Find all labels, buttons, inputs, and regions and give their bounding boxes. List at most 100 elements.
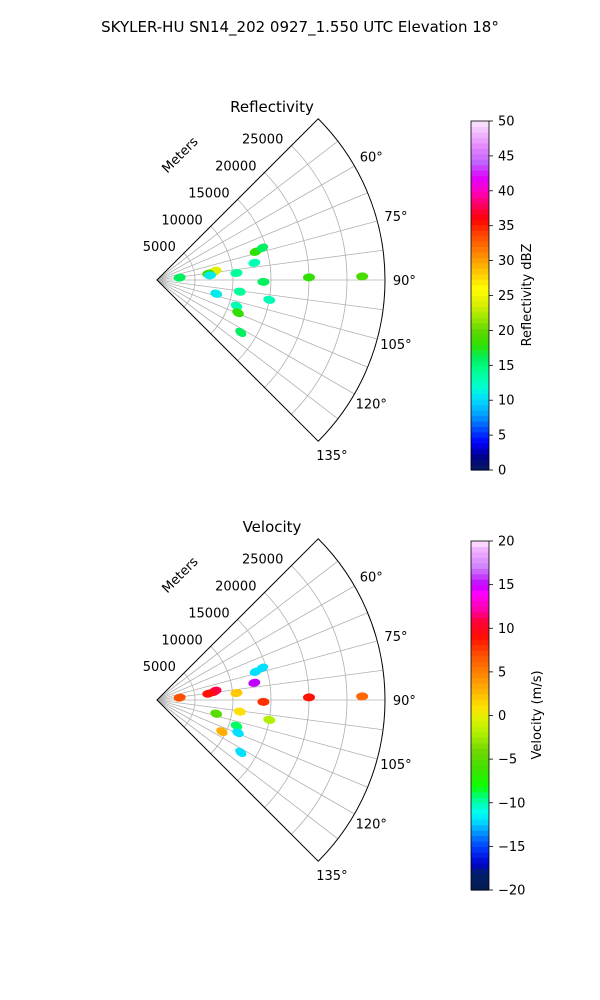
- colorbar-segment: [471, 639, 489, 646]
- colorbar-tick-label: 20: [498, 324, 515, 339]
- colorbar-segment: [471, 606, 489, 613]
- azimuth-tick-label: 105°: [380, 758, 411, 773]
- data-cell: [210, 289, 223, 298]
- colorbar-segment: [471, 153, 489, 160]
- velocity-colorbar-label: Velocity (m/s): [530, 670, 545, 759]
- colorbar-segment: [471, 710, 489, 717]
- colorbar-tick-label: 5: [498, 665, 506, 680]
- colorbar-segment: [471, 360, 489, 367]
- colorbar-segment: [471, 328, 489, 335]
- range-tick-label: 10000: [161, 633, 202, 648]
- azimuth-gridline: [156, 585, 355, 701]
- colorbar-segment: [471, 726, 489, 733]
- velocity-title: Velocity: [243, 518, 302, 536]
- colorbar-tick-label: −10: [498, 796, 525, 811]
- range-tick-label: 20000: [215, 160, 256, 175]
- data-cell: [173, 273, 186, 282]
- colorbar-segment: [471, 290, 489, 297]
- colorbar-segment: [471, 300, 489, 308]
- data-cell: [257, 697, 270, 706]
- colorbar-segment: [471, 246, 489, 253]
- azimuth-gridline: [156, 249, 384, 281]
- colorbar-tick-label: 35: [498, 219, 515, 234]
- colorbar-segment: [471, 377, 489, 384]
- colorbar-segment: [471, 753, 489, 760]
- colorbar-segment: [471, 164, 489, 171]
- azimuth-tick-label: 120°: [356, 818, 387, 833]
- colorbar-tick-label: −20: [498, 884, 525, 899]
- colorbar-segment: [471, 737, 489, 744]
- data-cell: [235, 747, 247, 758]
- colorbar-segment: [471, 579, 489, 586]
- azimuth-gridline: [156, 612, 368, 701]
- colorbar-segment: [471, 224, 489, 231]
- range-tick-label: 15000: [188, 186, 229, 201]
- colorbar-segment: [471, 568, 489, 575]
- colorbar-segment: [471, 464, 489, 471]
- colorbar-segment: [471, 257, 489, 264]
- colorbar-segment: [471, 459, 489, 466]
- colorbar-segment: [471, 273, 489, 280]
- range-tick-label: 15000: [188, 606, 229, 621]
- azimuth-gridline: [156, 699, 378, 760]
- azimuth-tick-label: 90°: [393, 694, 416, 709]
- colorbar-segment: [471, 121, 489, 128]
- colorbar-segment: [471, 846, 489, 853]
- colorbar-segment: [471, 219, 489, 226]
- azimuth-tick-label: 75°: [384, 210, 407, 225]
- colorbar-segment: [471, 873, 489, 880]
- colorbar-segment: [471, 404, 489, 411]
- data-cell: [230, 721, 243, 731]
- colorbar-segment: [471, 742, 489, 749]
- colorbar-segment: [471, 213, 489, 220]
- data-cell: [233, 287, 246, 296]
- colorbar-segment: [471, 541, 489, 548]
- colorbar-segment: [471, 759, 489, 766]
- colorbar-segment: [471, 437, 489, 444]
- colorbar-segment: [471, 175, 489, 182]
- colorbar-segment: [471, 284, 489, 291]
- colorbar-segment: [471, 819, 489, 826]
- colorbar-tick-label: 10: [498, 622, 515, 637]
- data-cell: [302, 693, 315, 702]
- reflectivity-colorbar-label: Reflectivity dBZ: [520, 244, 535, 347]
- colorbar-segment: [471, 355, 489, 362]
- colorbar-segment: [471, 295, 489, 302]
- colorbar-segment: [471, 813, 489, 820]
- azimuth-gridline: [156, 279, 368, 368]
- colorbar-segment: [471, 208, 489, 215]
- colorbar-segment: [471, 595, 489, 602]
- colorbar-segment: [471, 366, 489, 373]
- colorbar-segment: [471, 350, 489, 357]
- colorbar-tick-label: 0: [498, 709, 506, 724]
- colorbar-segment: [471, 415, 489, 422]
- azimuth-gridline: [156, 699, 384, 731]
- azimuth-gridline: [156, 699, 339, 840]
- colorbar-segment: [471, 426, 489, 433]
- colorbar-segment: [471, 322, 489, 329]
- colorbar-segment: [471, 551, 489, 558]
- colorbar-segment: [471, 410, 489, 417]
- data-cells: [173, 243, 369, 338]
- colorbar-segment: [471, 344, 489, 351]
- colorbar-segment: [471, 715, 489, 722]
- range-tick-label: 25000: [242, 553, 283, 568]
- colorbar-segment: [471, 339, 489, 346]
- azimuth-tick-label: 90°: [393, 274, 416, 289]
- colorbar-segment: [471, 666, 489, 673]
- colorbar-segment: [471, 617, 489, 624]
- colorbar-segment: [471, 279, 489, 286]
- colorbar-segment: [471, 159, 489, 166]
- data-cell: [356, 692, 369, 701]
- colorbar-segment: [471, 797, 489, 804]
- data-cell: [230, 269, 243, 278]
- data-cell: [356, 272, 369, 281]
- reflectivity-panel: Reflectivity Meters 5000 10000 15000 20000 2…: [143, 98, 416, 464]
- colorbar-segment: [471, 584, 489, 591]
- colorbar-segment: [471, 731, 489, 738]
- data-cell: [210, 709, 223, 718]
- colorbar-segment: [471, 453, 489, 460]
- velocity-range-label: Meters: [160, 554, 202, 596]
- polar-grid: 5000 10000 15000 20000 25000: [143, 133, 385, 420]
